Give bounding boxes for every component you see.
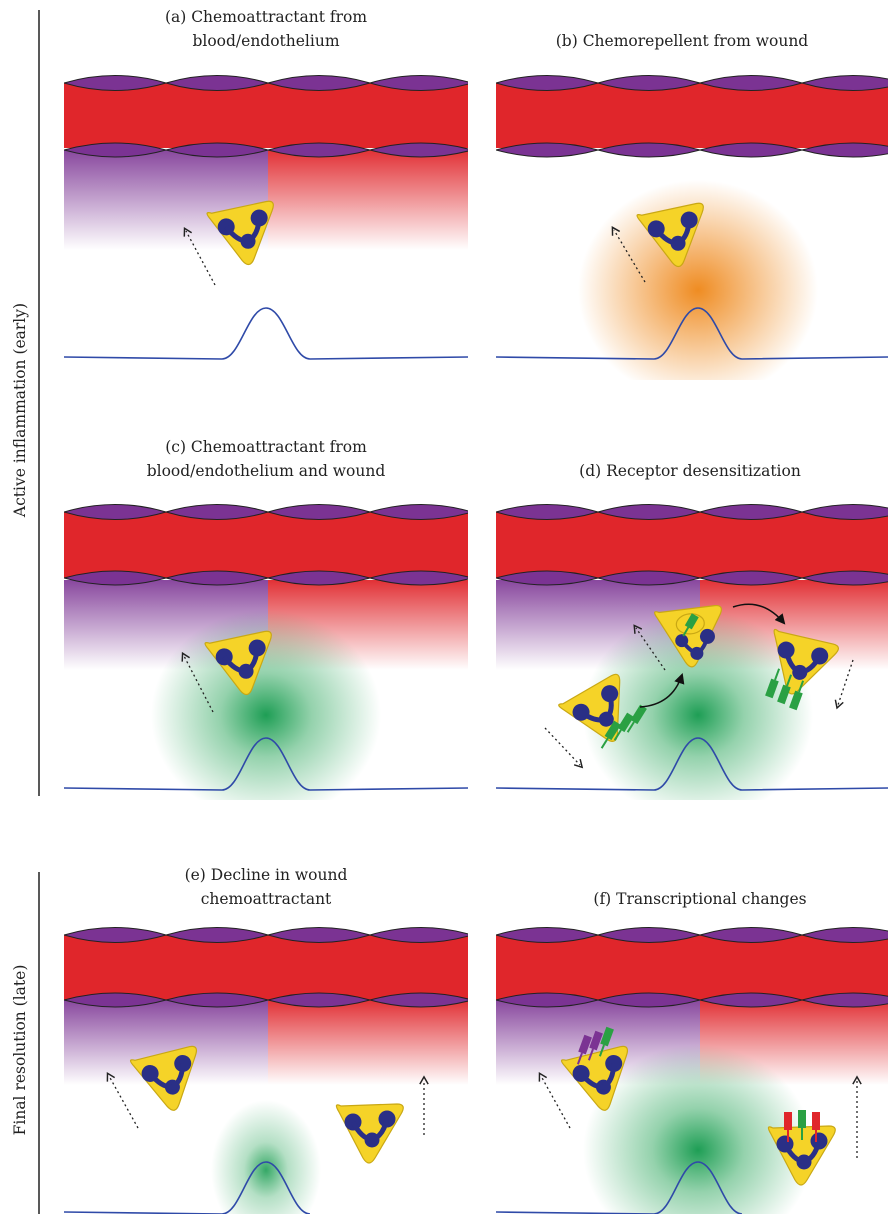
blood-vessel	[64, 83, 468, 148]
endothelium-bottom	[64, 570, 468, 586]
neutrophil	[206, 200, 274, 266]
multilobed-nucleus	[572, 685, 619, 727]
panel-b: (b) Chemorepellent from wound	[496, 32, 888, 380]
wound-chemoattractant-gradient	[583, 610, 813, 800]
endothelium-bottom	[64, 992, 468, 1008]
neutrophil	[129, 1045, 198, 1111]
chemorepellent-gradient	[578, 180, 818, 380]
neutrophil	[636, 202, 704, 268]
panel-c: (c) Chemoattractant from blood/endotheli…	[64, 438, 468, 800]
side-label-late: Final resolution (late)	[11, 965, 29, 1136]
multilobed-nucleus	[141, 1054, 192, 1095]
panel-e-title-line1: (e) Decline in wound	[185, 866, 348, 884]
neutrophil-with-receptors	[558, 673, 621, 742]
endothelium-bottom	[64, 142, 468, 158]
panel-f: (f) Transcriptional changes	[496, 890, 888, 1214]
endothelium-top	[64, 75, 468, 91]
panel-e-title-line2: chemoattractant	[201, 890, 332, 908]
migration-arrow	[611, 226, 646, 283]
panel-b-title-line1: (b) Chemorepellent from wound	[556, 32, 809, 50]
wound-surface	[64, 1161, 311, 1214]
wound-chemoattractant-gradient	[151, 610, 381, 800]
wound-surface	[64, 737, 468, 791]
endothelium-bottom	[496, 992, 888, 1008]
endothelium-top	[64, 504, 468, 520]
multilobed-nucleus	[572, 1054, 623, 1095]
wound-chemoattractant-gradient	[211, 1100, 321, 1214]
endothelium-top	[496, 504, 888, 520]
neutrophil	[204, 630, 272, 696]
blood-vessel	[496, 512, 888, 578]
multilobed-nucleus	[344, 1110, 396, 1148]
wound-surface	[496, 307, 888, 360]
blood-chemoattractant-gradient	[268, 150, 468, 250]
blood-vessel	[496, 935, 888, 1000]
multilobed-nucleus	[647, 211, 698, 251]
endothelium-top	[496, 75, 888, 91]
migration-arrow	[183, 226, 216, 286]
internalized-receptor	[682, 613, 699, 637]
panel-d-title-line1: (d) Receptor desensitization	[579, 462, 801, 480]
transition-arrow	[732, 603, 786, 625]
chemokine-receptors	[600, 704, 647, 749]
blood-vessel	[64, 935, 468, 1000]
endothelium-bottom	[496, 570, 888, 586]
blood-chemoattractant-gradient	[268, 1000, 468, 1085]
panel-a-title-line2: blood/endothelium	[192, 32, 339, 50]
side-label-early: Active inflammation (early)	[11, 303, 29, 518]
panel-c-title-line2: blood/endothelium and wound	[147, 462, 386, 480]
upregulated-receptors	[576, 1026, 614, 1065]
endosome	[675, 613, 705, 635]
blood-vessel	[64, 512, 468, 578]
multilobed-nucleus	[215, 639, 266, 679]
panel-a: (a) Chemoattractant from blood/endotheli…	[64, 8, 468, 360]
endothelium-top	[64, 927, 468, 943]
wound-chemoattractant-gradient	[583, 1045, 813, 1214]
migration-arrow	[181, 651, 214, 713]
upregulated-receptors	[784, 1110, 820, 1142]
endothelium-bottom	[496, 142, 888, 158]
wound-surface	[496, 737, 888, 791]
chemokine-receptors	[765, 668, 805, 711]
neutrophil	[335, 1103, 404, 1164]
panel-d: (d) Receptor desensitization	[496, 462, 888, 800]
migration-arrow	[633, 624, 666, 671]
multilobed-nucleus	[675, 628, 715, 660]
neutrophil-desensitized	[654, 605, 722, 668]
multilobed-nucleus	[217, 209, 268, 249]
multilobed-nucleus	[777, 641, 829, 680]
panel-a-title-line1: (a) Chemoattractant from	[165, 8, 367, 26]
panel-e: (e) Decline in wound chemoattractant	[64, 866, 468, 1214]
blood-vessel	[496, 83, 888, 148]
migration-arrow	[544, 727, 584, 769]
wound-surface	[64, 307, 468, 360]
transition-arrow	[639, 673, 685, 708]
endothelium-top	[496, 927, 888, 943]
wound-surface	[496, 1161, 743, 1214]
panel-c-title-line1: (c) Chemoattractant from	[165, 438, 367, 456]
panel-f-title-line1: (f) Transcriptional changes	[593, 890, 806, 908]
